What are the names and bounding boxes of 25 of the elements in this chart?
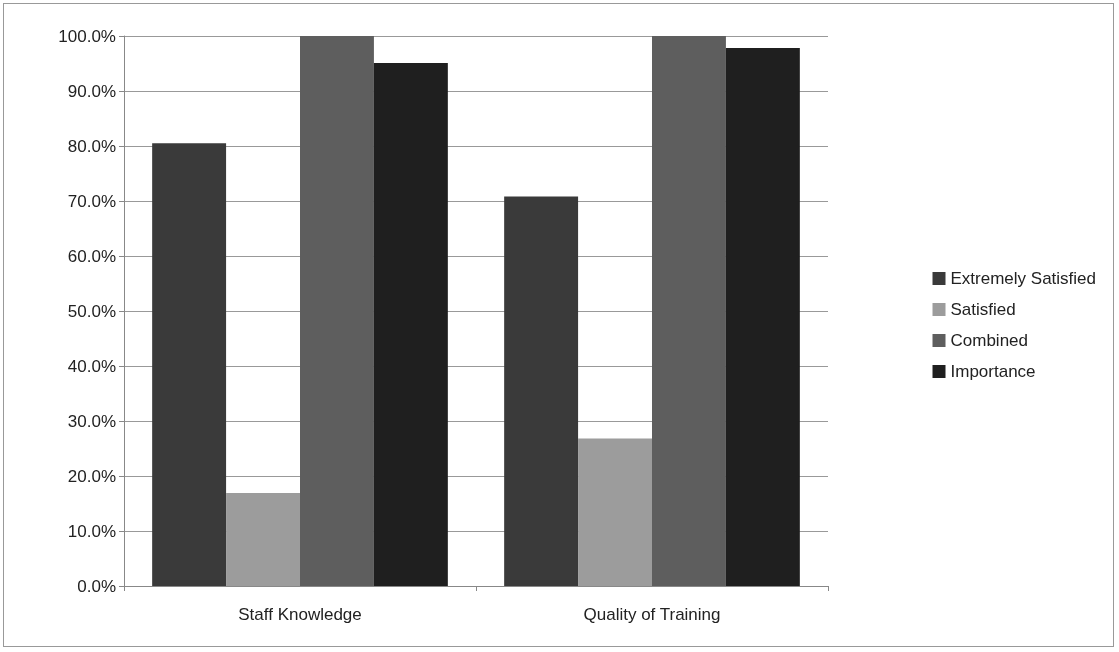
y-tick-label: 90.0% [67, 81, 116, 101]
y-tick-label: 60.0% [67, 246, 116, 266]
y-tick-label: 80.0% [67, 136, 116, 156]
bar [725, 48, 800, 586]
bar [504, 196, 579, 586]
legend-label: Extremely Satisfied [950, 269, 1096, 288]
x-tick-label: Staff Knowledge [238, 605, 362, 624]
y-tick-label: 40.0% [67, 356, 116, 376]
legend-label: Combined [950, 331, 1028, 350]
y-tick-label: 100.0% [58, 26, 116, 46]
y-tick-label: 70.0% [67, 191, 116, 211]
legend-label: Satisfied [950, 300, 1016, 319]
y-tick-label: 50.0% [67, 301, 116, 321]
y-tick-label: 10.0% [67, 521, 116, 541]
bar [300, 36, 374, 586]
bar [578, 438, 652, 586]
x-tick-label: Quality of Training [583, 605, 721, 624]
bar [652, 36, 726, 586]
y-tick-label: 0.0% [77, 576, 116, 596]
legend-label: Importance [950, 362, 1036, 381]
bar [373, 62, 448, 586]
bar [152, 143, 227, 586]
y-tick-label: 30.0% [67, 411, 116, 431]
bar [226, 493, 300, 586]
y-tick-label: 20.0% [67, 466, 116, 486]
